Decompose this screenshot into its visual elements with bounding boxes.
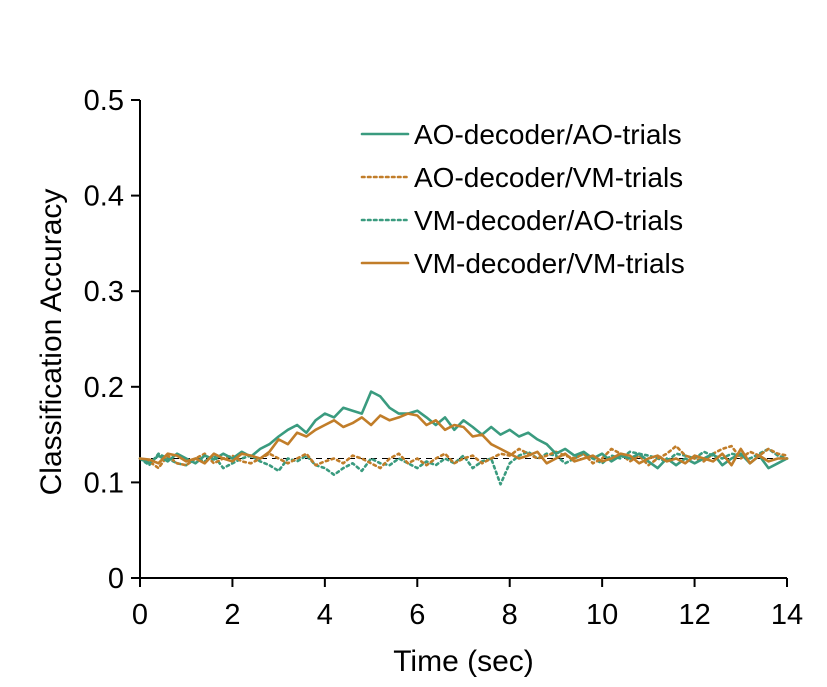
- series-line-ao-decoder-vm-trials: [138, 444, 789, 470]
- series-lines: [138, 390, 789, 486]
- y-tick-label: 0: [108, 563, 124, 595]
- x-tick-label: 4: [317, 599, 333, 631]
- x-tick-label: 0: [132, 599, 148, 631]
- y-tick-label: 0.2: [84, 372, 124, 404]
- legend-label: AO-decoder/VM-trials: [414, 162, 683, 193]
- legend-label: AO-decoder/AO-trials: [414, 119, 682, 150]
- x-tick-label: 14: [771, 599, 803, 631]
- x-tick-label: 8: [502, 599, 518, 631]
- axes: [139, 100, 787, 579]
- y-tick-label: 0.4: [84, 181, 124, 213]
- x-axis-title: Time (sec): [393, 645, 534, 678]
- x-tick-label: 2: [224, 599, 240, 631]
- x-ticks: 0 2 4 6 8 10 12 14: [132, 578, 803, 631]
- legend-label: VM-decoder/VM-trials: [414, 248, 685, 279]
- series-line-vm-decoder-ao-trials: [138, 447, 789, 486]
- y-axis-title: Classification Accuracy: [35, 189, 68, 496]
- x-tick-label: 6: [409, 599, 425, 631]
- y-tick-label: 0.3: [84, 276, 124, 308]
- y-tick-label: 0.5: [84, 85, 124, 117]
- series-line-vm-decoder-vm-trials: [138, 412, 789, 467]
- legend: AO-decoder/AO-trials AO-decoder/VM-trials…: [360, 119, 685, 279]
- legend-label: VM-decoder/AO-trials: [414, 205, 683, 236]
- x-tick-label: 12: [678, 599, 710, 631]
- y-tick-label: 0.1: [84, 467, 124, 499]
- x-tick-label: 10: [586, 599, 618, 631]
- y-ticks: 0 0.1 0.2 0.3 0.4 0.5: [84, 85, 140, 595]
